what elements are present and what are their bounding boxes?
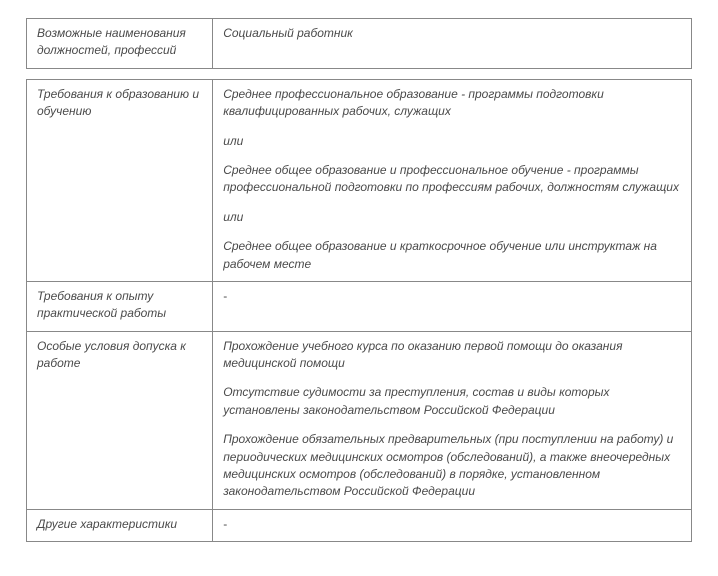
- paragraph: или: [223, 209, 681, 226]
- requirements-table: Требования к образованию и обучению Сред…: [26, 79, 692, 542]
- table-row: Требования к опыту практической работы -: [27, 281, 692, 331]
- paragraph: Прохождение учебного курса по оказанию п…: [223, 338, 681, 373]
- table-row: Требования к образованию и обучению Сред…: [27, 79, 692, 281]
- row-label: Требования к образованию и обучению: [27, 79, 213, 281]
- row-label: Другие характеристики: [27, 509, 213, 541]
- row-label: Особые условия допуска к работе: [27, 331, 213, 509]
- row-value: Среднее профессиональное образование - п…: [213, 79, 692, 281]
- table-row: Возможные наименования должностей, профе…: [27, 19, 692, 69]
- table-row: Особые условия допуска к работе Прохожде…: [27, 331, 692, 509]
- paragraph: Прохождение обязательных предварительных…: [223, 431, 681, 501]
- row-value: -: [213, 281, 692, 331]
- paragraph: Среднее профессиональное образование - п…: [223, 86, 681, 121]
- paragraph: Среднее общее образование и краткосрочно…: [223, 238, 681, 273]
- row-value: -: [213, 509, 692, 541]
- paragraph: или: [223, 133, 681, 150]
- row-label: Требования к опыту практической работы: [27, 281, 213, 331]
- positions-table: Возможные наименования должностей, профе…: [26, 18, 692, 69]
- row-value: Социальный работник: [213, 19, 692, 69]
- paragraph: Отсутствие судимости за преступления, со…: [223, 384, 681, 419]
- row-label: Возможные наименования должностей, профе…: [27, 19, 213, 69]
- paragraph: Среднее общее образование и профессионал…: [223, 162, 681, 197]
- table-row: Другие характеристики -: [27, 509, 692, 541]
- row-value: Прохождение учебного курса по оказанию п…: [213, 331, 692, 509]
